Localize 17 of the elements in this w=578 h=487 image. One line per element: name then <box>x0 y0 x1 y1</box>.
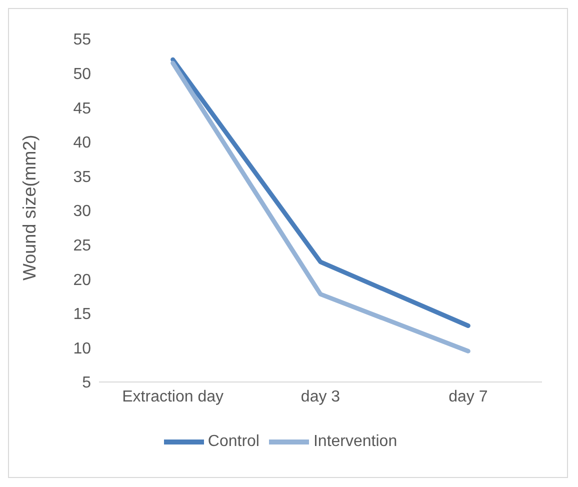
y-tick-label: 30 <box>73 203 92 220</box>
legend-label: Control <box>208 433 260 450</box>
legend-label: Intervention <box>313 433 398 450</box>
y-tick-label: 15 <box>73 306 92 324</box>
y-tick-label: 40 <box>73 134 92 152</box>
x-tick-label: day 7 <box>448 388 488 406</box>
y-tick-label: 25 <box>73 237 92 254</box>
x-tick-label: Extraction day <box>122 388 224 406</box>
y-tick-label: 55 <box>73 32 92 49</box>
y-tick-label: 50 <box>73 66 92 83</box>
y-tick-label: 5 <box>82 374 92 392</box>
x-tick-label: day 3 <box>300 388 340 406</box>
y-tick-label: 20 <box>73 272 92 289</box>
y-tick-label: 10 <box>73 340 92 358</box>
y-tick-label: 35 <box>73 168 92 186</box>
y-tick-label: 45 <box>73 100 92 118</box>
y-axis-title: Wound size(mm2) <box>19 134 40 280</box>
